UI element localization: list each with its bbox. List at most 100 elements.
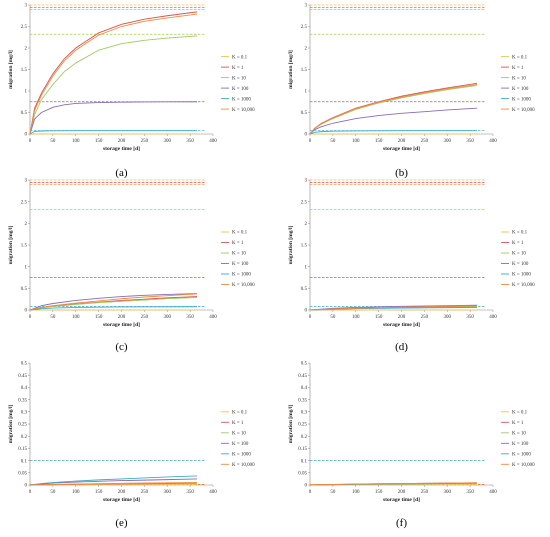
y-tick-label: 0.15 [298,447,307,452]
y-tick-label: 0 [25,484,28,489]
x-tick-label: 50 [330,139,336,144]
legend-entry: K = 1 [512,66,524,71]
series-line [29,130,197,135]
legend-entry: K = 10,000 [232,283,255,288]
legend-entry: K = 10,000 [232,463,255,468]
x-tick-label: 150 [95,315,103,320]
x-axis-label: storage time [d] [383,497,420,503]
y-tick-label: 0.35 [298,398,307,403]
y-tick-label: 0.25 [298,423,307,428]
y-tick-label: 0 [305,133,308,138]
legend-entry: K = 1000 [512,97,531,102]
x-tick-label: 50 [50,490,56,495]
x-tick-label: 150 [375,315,383,320]
legend-entry: K = 10 [232,432,246,437]
y-tick-label: 0.5 [301,111,308,116]
series-line [309,82,478,135]
y-tick-label: 1 [25,265,28,270]
legend-entry: K = 10 [512,252,526,257]
series-line [309,107,478,135]
x-tick-label: 250 [421,490,429,495]
y-tick-label: 2.5 [301,200,308,205]
x-tick-label: 150 [375,490,383,495]
x-tick-label: 200 [118,139,126,144]
series-line [29,296,198,311]
x-tick-label: 200 [398,139,406,144]
x-tick-label: 250 [141,490,149,495]
legend-entry: K = 10 [512,76,526,81]
series-line [29,482,197,486]
legend-entry: K = 1 [512,421,524,426]
legend-entry: K = 100 [232,442,249,447]
y-axis-label: migration [mg/l] [8,226,14,265]
x-tick-label: 100 [352,490,360,495]
chart-panel-a: 0 0.5 1 1.5 2 2.5 3 0 50 100 150 200 250 300 350 400 sto… [8,4,255,179]
x-tick-label: 100 [72,139,80,144]
y-tick-label: 1.5 [21,244,28,249]
x-tick-label: 400 [489,139,497,144]
y-tick-label: 2.5 [301,25,308,30]
x-tick-label: 0 [309,490,312,495]
y-tick-label: 0.15 [18,447,27,452]
legend-entry: K = 100 [512,262,529,267]
y-tick-label: 0.3 [21,411,28,416]
y-tick-label: 0 [305,309,308,314]
x-tick-label: 150 [95,490,103,495]
legend-entry: K = 1000 [512,273,531,278]
legend-entry: K = 1 [512,241,524,246]
panel-label: (d) [395,341,408,353]
y-tick-label: 0.5 [21,287,28,292]
x-tick-label: 100 [72,490,80,495]
legend-entry: K = 1000 [232,97,251,102]
series-line [29,13,198,135]
x-tick-label: 400 [489,315,497,320]
y-axis-label: migration [mg/l] [288,50,294,89]
legend-entry: K = 1000 [512,453,531,458]
y-tick-label: 3 [305,4,308,9]
y-tick-label: 0 [25,309,28,314]
x-tick-label: 300 [164,139,172,144]
y-axis-label: migration [mg/l] [8,50,14,89]
x-axis-label: storage time [d] [383,322,420,328]
y-tick-label: 1.5 [21,68,28,73]
y-tick-label: 1 [25,90,28,95]
x-tick-label: 0 [29,139,32,144]
legend-entry: K = 0.1 [232,411,248,416]
y-tick-label: 1 [305,265,308,270]
x-tick-label: 300 [444,490,452,495]
legend-entry: K = 10,000 [512,463,535,468]
y-axis-label: migration [mg/l] [288,226,294,265]
x-tick-label: 350 [466,139,474,144]
y-tick-label: 0.05 [298,472,307,477]
x-tick-label: 350 [186,139,194,144]
legend-entry: K = 10 [232,252,246,257]
y-tick-label: 0.1 [301,459,308,464]
x-tick-label: 200 [398,315,406,320]
chart-panel-d: 0 0.5 1 1.5 2 2.5 3 0 50 100 150 200 250 300 350 400 sto… [288,179,535,353]
y-tick-label: 0.05 [18,472,27,477]
legend-entry: K = 1 [232,66,244,71]
y-tick-label: 0.4 [21,386,28,391]
x-tick-label: 350 [186,490,194,495]
series-line [309,305,477,311]
y-tick-label: 2 [305,222,308,227]
x-tick-label: 50 [50,315,56,320]
x-tick-label: 50 [50,139,56,144]
y-tick-label: 2.5 [21,200,28,205]
y-tick-label: 0.1 [21,459,28,464]
x-tick-label: 0 [309,139,312,144]
y-tick-label: 0.2 [301,435,308,440]
x-tick-label: 50 [330,315,336,320]
x-axis-label: storage time [d] [103,146,140,152]
series-line [29,478,198,486]
y-tick-label: 1.5 [301,68,308,73]
y-tick-label: 0.2 [21,435,28,440]
legend-entry: K = 100 [512,442,529,447]
x-tick-label: 350 [186,315,194,320]
y-tick-label: 3 [25,4,28,9]
x-tick-label: 250 [421,139,429,144]
legend-entry: K = 1 [232,421,244,426]
x-tick-label: 400 [489,490,497,495]
x-tick-label: 0 [29,490,32,495]
